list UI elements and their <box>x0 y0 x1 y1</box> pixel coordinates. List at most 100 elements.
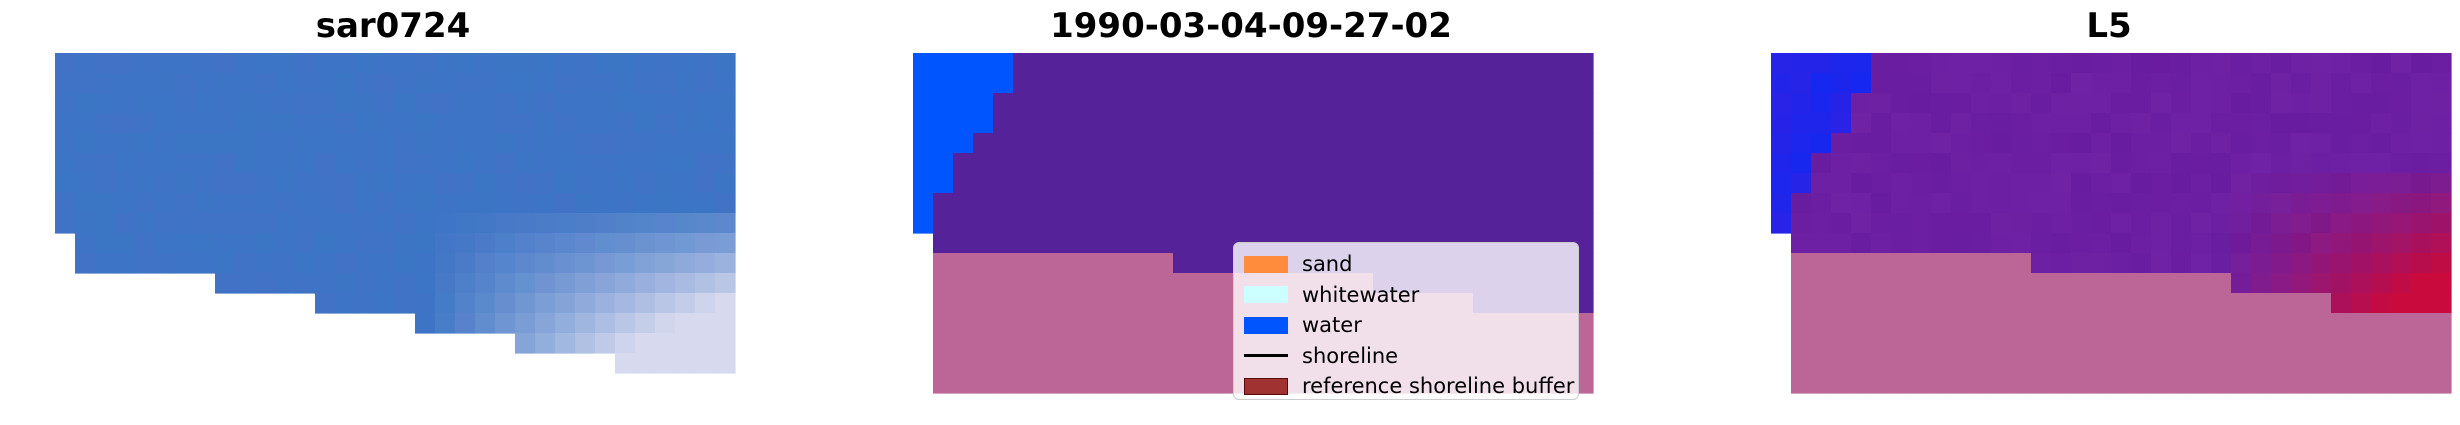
classification-pixel <box>1513 93 1534 114</box>
rgb-pixel <box>655 93 676 114</box>
classification-pixel <box>1033 313 1054 334</box>
overlay-pixel <box>2231 293 2252 314</box>
rgb-pixel <box>515 133 536 154</box>
rgb-pixel <box>555 133 576 154</box>
classification-pixel <box>1493 173 1514 194</box>
overlay-pixel <box>1911 73 1932 94</box>
overlay-pixel <box>2371 373 2392 394</box>
classification-pixel <box>1173 253 1194 274</box>
rgb-pixel <box>615 113 636 134</box>
classification-pixel <box>1013 353 1034 374</box>
overlay-pixel <box>2311 273 2332 294</box>
rgb-pixel <box>195 173 216 194</box>
overlay-pixel <box>2131 313 2152 334</box>
overlay-pixel <box>2431 173 2452 194</box>
rgb-pixel <box>135 213 156 234</box>
classification-pixel <box>1253 193 1274 214</box>
classification-pixel <box>1293 193 1314 214</box>
overlay-pixel <box>1831 53 1852 74</box>
overlay-pixel <box>1851 353 1872 374</box>
rgb-pixel <box>675 353 696 374</box>
classification-pixel <box>933 313 954 334</box>
overlay-pixel <box>1811 153 1832 174</box>
rgb-pixel <box>215 53 236 74</box>
overlay-pixel <box>2071 113 2092 134</box>
rgb-pixel <box>555 253 576 274</box>
classification-pixel <box>1313 193 1334 214</box>
rgb-pixel <box>335 153 356 174</box>
overlay-pixel <box>1891 373 1912 394</box>
overlay-pixel <box>2051 293 2072 314</box>
overlay-pixel <box>2431 293 2452 314</box>
classification-pixel <box>1173 93 1194 114</box>
overlay-pixel <box>2251 153 2272 174</box>
overlay-pixel <box>1851 93 1872 114</box>
classification-pixel <box>1533 173 1554 194</box>
overlay-pixel <box>1811 273 1832 294</box>
overlay-pixel <box>2391 313 2412 334</box>
classification-pixel <box>1233 133 1254 154</box>
classification-pixel <box>973 333 994 354</box>
rgb-pixel <box>395 53 416 74</box>
rgb-pixel <box>155 233 176 254</box>
overlay-pixel <box>2171 173 2192 194</box>
overlay-pixel <box>1831 313 1852 334</box>
classification-pixel <box>1313 53 1334 74</box>
classification-pixel <box>1173 353 1194 374</box>
rgb-pixel <box>675 313 696 334</box>
classification-pixel <box>1013 273 1034 294</box>
overlay-pixel <box>2231 373 2252 394</box>
rgb-pixel <box>375 133 396 154</box>
rgb-pixel <box>615 353 636 374</box>
rgb-pixel <box>75 173 96 194</box>
overlay-pixel <box>2151 193 2172 214</box>
rgb-pixel <box>435 93 456 114</box>
panel-title-overlay: L5 <box>2086 6 2132 46</box>
classification-pixel <box>933 173 954 194</box>
rgb-pixel <box>115 193 136 214</box>
classification-pixel <box>1213 133 1234 154</box>
classification-pixel <box>993 293 1014 314</box>
overlay-pixel <box>2031 373 2052 394</box>
classification-pixel <box>993 133 1014 154</box>
legend-item-whitewater: whitewater <box>1244 280 1568 311</box>
overlay-pixel <box>1931 313 1952 334</box>
overlay-pixel <box>2011 333 2032 354</box>
overlay-pixel <box>1931 193 1952 214</box>
overlay-pixel <box>1871 73 1892 94</box>
classification-pixel <box>973 253 994 274</box>
overlay-pixel <box>2311 233 2332 254</box>
rgb-pixel <box>375 53 396 74</box>
rgb-pixel <box>55 113 76 134</box>
rgb-pixel <box>395 213 416 234</box>
classification-pixel <box>913 73 934 94</box>
legend-item-sand: sand <box>1244 249 1568 280</box>
rgb-pixel <box>215 133 236 154</box>
rgb-pixel <box>75 213 96 234</box>
overlay-pixel <box>2151 153 2172 174</box>
overlay-pixel <box>2111 213 2132 234</box>
classification-pixel <box>1113 73 1134 94</box>
overlay-pixel <box>2191 73 2212 94</box>
overlay-pixel <box>2091 373 2112 394</box>
legend-item-reference-buffer: reference shoreline buffer <box>1244 371 1574 402</box>
rgb-pixel <box>135 53 156 74</box>
overlay-pixel <box>1891 293 1912 314</box>
rgb-pixel <box>95 173 116 194</box>
classification-pixel <box>1093 193 1114 214</box>
classification-pixel <box>933 73 954 94</box>
rgb-pixel <box>575 93 596 114</box>
classification-pixel <box>1033 373 1054 394</box>
classification-pixel <box>1353 173 1374 194</box>
overlay-pixel <box>1931 113 1952 134</box>
overlay-pixel <box>1851 213 1872 234</box>
overlay-pixel <box>2111 233 2132 254</box>
overlay-pixel <box>2411 73 2432 94</box>
rgb-pixel <box>455 113 476 134</box>
overlay-pixel <box>2091 213 2112 234</box>
overlay-pixel <box>2331 373 2352 394</box>
rgb-pixel <box>695 353 716 374</box>
overlay-pixel <box>2291 373 2312 394</box>
classification-pixel <box>1333 73 1354 94</box>
overlay-pixel <box>2371 53 2392 74</box>
